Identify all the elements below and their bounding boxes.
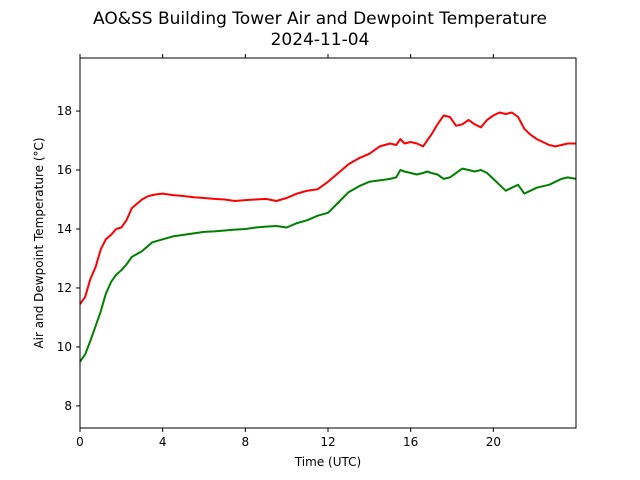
chart-title: AO&SS Building Tower Air and Dewpoint Te… bbox=[93, 9, 547, 29]
series-layer bbox=[79, 111, 577, 363]
y-axis-label: Air and Dewpoint Temperature (°C) bbox=[32, 137, 46, 348]
x-tick-label: 4 bbox=[159, 435, 167, 449]
x-tick-label: 20 bbox=[486, 435, 501, 449]
x-axis-label: Time (UTC) bbox=[294, 455, 361, 469]
chart-subtitle: 2024-11-04 bbox=[271, 30, 370, 50]
x-tick-label: 8 bbox=[242, 435, 250, 449]
y-tick-label: 18 bbox=[57, 104, 72, 118]
y-tick-label: 8 bbox=[64, 399, 72, 413]
y-tick-label: 10 bbox=[57, 340, 72, 354]
x-tick-label: 0 bbox=[76, 435, 84, 449]
series-line-2 bbox=[79, 167, 577, 363]
y-tick-label: 16 bbox=[57, 163, 72, 177]
x-tick-label: 16 bbox=[403, 435, 418, 449]
y-tick-label: 14 bbox=[57, 222, 72, 236]
y-axis: 8 10 12 14 16 18 bbox=[57, 104, 80, 413]
x-tick-label: 12 bbox=[320, 435, 335, 449]
x-axis: 0 4 8 12 16 20 bbox=[76, 54, 501, 449]
series-line-1 bbox=[79, 111, 576, 305]
y-tick-label: 12 bbox=[57, 281, 72, 295]
